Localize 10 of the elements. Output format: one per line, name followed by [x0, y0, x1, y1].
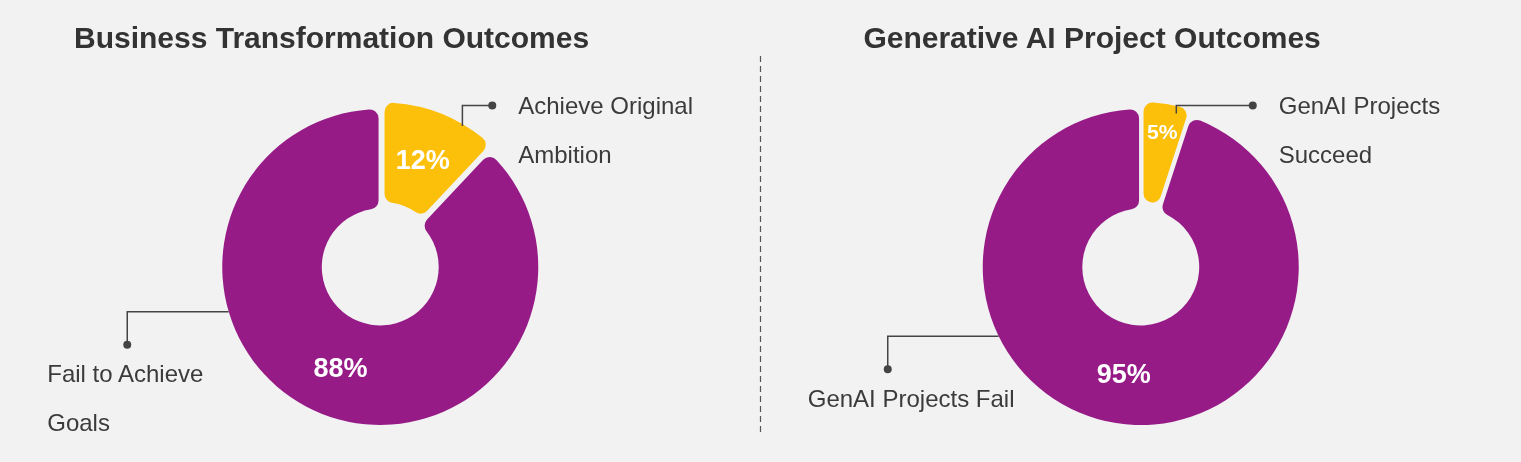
data-label: 88%	[313, 353, 368, 384]
slice-label: GenAI Projects Fail	[807, 384, 1015, 412]
slice-label: Fail to Achieve Goals	[47, 360, 204, 437]
data-label: 5%	[1146, 119, 1178, 143]
chart-title: Generative AI Project Outcomes	[863, 21, 1321, 54]
chart-title: Business Transformation Outcomes	[74, 21, 590, 54]
data-label: 12%	[395, 145, 450, 176]
slice-label: Achieve Original Ambition	[518, 91, 693, 168]
data-label: 95%	[1096, 359, 1151, 390]
slice-label: GenAI Projects Succeed	[1278, 91, 1441, 168]
